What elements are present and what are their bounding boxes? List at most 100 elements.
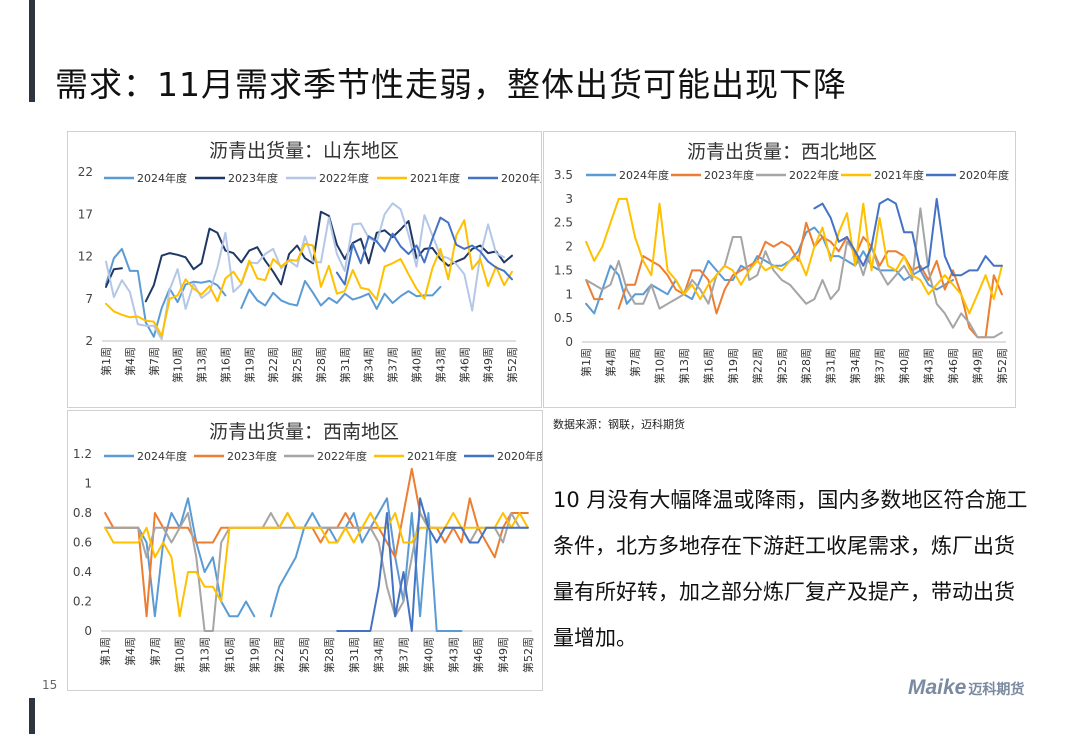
- chart-title: 沥青出货量：西南地区: [209, 421, 399, 443]
- x-tick-label: 第25周: [775, 348, 789, 384]
- x-tick-label: 第16周: [701, 348, 715, 384]
- x-tick-label: 第28周: [314, 347, 328, 383]
- x-tick-label: 第37周: [386, 347, 400, 383]
- x-tick-label: 第25周: [290, 347, 304, 383]
- x-tick-label: 第7周: [147, 347, 161, 376]
- logo-mark: Maike: [908, 676, 967, 699]
- x-tick-label: 第40周: [897, 348, 911, 384]
- x-tick-label: 第31周: [347, 637, 361, 673]
- series-line-2024年度: [105, 247, 442, 338]
- legend-label: 2020年度: [959, 168, 1009, 182]
- legend-label: 2022年度: [317, 449, 367, 463]
- chart-shandong: 沥青出货量：山东地区27121722第1周 第4周 第7周 第10周 第13周 第16周第…: [78, 140, 541, 383]
- x-tick-label: 第46周: [471, 637, 485, 673]
- legend-label: 2023年度: [228, 171, 278, 185]
- x-tick-label: 第34周: [848, 348, 862, 384]
- x-tick-label: 第40周: [409, 347, 423, 383]
- legend-label: 2023年度: [704, 168, 754, 182]
- chart-northwest: 沥青出货量：西北地区00.511.522.533.5第1周 第4周 第7周 第10周第…: [554, 141, 1009, 384]
- x-tick-label: 第52周: [505, 347, 519, 383]
- y-tick-label: 2.5: [554, 216, 573, 230]
- series-line-2020年度: [335, 216, 513, 286]
- x-tick-label: 第46周: [946, 348, 960, 384]
- x-tick-label: 第49周: [481, 347, 495, 383]
- x-tick-label: 第34周: [372, 637, 386, 673]
- series-line-2020年度: [336, 497, 529, 632]
- y-tick-label: 7: [85, 292, 93, 306]
- body-text: 10 月没有大幅降温或降雨，国内多数地区符合施工条件，北方多地存在下游赶工收尾需…: [553, 488, 1028, 650]
- x-tick-label: 第7周: [628, 348, 642, 377]
- x-tick-label: 第43周: [446, 637, 460, 673]
- y-tick-label: 1.2: [73, 447, 92, 461]
- y-tick-label: 2: [85, 334, 93, 348]
- x-tick-label: 第52周: [521, 637, 535, 673]
- series-line-2020年度: [813, 197, 1003, 277]
- chart-panel-northwest: 沥青出货量：西北地区 0 0.5 1 1.5 2 2.5 3 3.5 第1周 第4周 第7周 第10周第…: [543, 131, 1016, 408]
- x-tick-label: 第49周: [496, 637, 510, 673]
- x-tick-label: 第4周: [123, 637, 137, 666]
- x-tick-label: 第13周: [198, 637, 212, 673]
- x-tick-label: 第49周: [970, 348, 984, 384]
- logo-company-name: 迈科期货: [968, 682, 1025, 698]
- x-tick-label: 第28周: [799, 348, 813, 384]
- legend-label: 2022年度: [789, 168, 839, 182]
- x-tick-label: 第16周: [218, 347, 232, 383]
- series-line-2021年度: [104, 512, 529, 618]
- x-tick-label: 第37周: [873, 348, 887, 384]
- company-logo: Maike 迈科期货: [908, 676, 1024, 700]
- y-tick-label: 0.4: [73, 565, 92, 579]
- x-tick-label: 第4周: [604, 348, 618, 377]
- x-tick-label: 第1周: [98, 637, 112, 666]
- y-tick-label: 1: [565, 287, 573, 301]
- series-line-2021年度: [105, 219, 513, 337]
- x-tick-label: 第19周: [247, 637, 261, 673]
- x-tick-label: 第52周: [995, 348, 1009, 384]
- y-tick-label: 3: [565, 192, 573, 206]
- title-accent-bar: [29, 0, 35, 102]
- legend-label: 2022年度: [319, 171, 369, 185]
- legend-label: 2021年度: [407, 449, 457, 463]
- series-line-2021年度: [585, 197, 1003, 315]
- x-tick-label: 第34周: [362, 347, 376, 383]
- x-tick-label: 第1周: [579, 348, 593, 377]
- x-tick-label: 第28周: [322, 637, 336, 673]
- x-tick-label: 第31周: [338, 347, 352, 383]
- legend-label: 2021年度: [410, 171, 460, 185]
- x-tick-label: 第22周: [272, 637, 286, 673]
- x-tick-label: 第7周: [148, 637, 162, 666]
- y-tick-label: 0: [565, 335, 573, 349]
- x-tick-label: 第31周: [824, 348, 838, 384]
- x-tick-label: 第19周: [242, 347, 256, 383]
- x-tick-label: 第22周: [750, 348, 764, 384]
- data-source: 数据来源：钢联，迈科期货: [553, 418, 685, 431]
- x-tick-label: 第13周: [677, 348, 691, 384]
- footer-accent-bar: [29, 698, 35, 734]
- legend-label: 2024年度: [137, 449, 187, 463]
- chart-title: 沥青出货量：山东地区: [209, 140, 399, 162]
- y-tick-label: 0.6: [73, 536, 92, 550]
- y-tick-label: 17: [78, 207, 93, 221]
- series-line-2024年度: [585, 226, 954, 315]
- series-line-2022年度: [585, 207, 1003, 339]
- y-tick-label: 0: [84, 624, 92, 638]
- y-tick-label: 12: [78, 250, 93, 264]
- x-tick-label: 第16周: [222, 637, 236, 673]
- y-tick-label: 22: [78, 165, 93, 179]
- chart-southwest: 沥青出货量：西南地区 0 0.2 0.4 0.6 0.8 1 1.2 第1周 第4周 第7周 第10周…: [73, 421, 542, 673]
- series-line-2022年度: [105, 202, 506, 341]
- series-line-2023年度: [104, 467, 529, 618]
- legend-label: 2024年度: [137, 171, 187, 185]
- y-tick-label: 1: [84, 477, 92, 491]
- x-tick-label: 第43周: [433, 347, 447, 383]
- x-tick-label: 第37周: [397, 637, 411, 673]
- chart-title: 沥青出货量：西北地区: [687, 141, 877, 163]
- legend-label: 2023年度: [227, 449, 277, 463]
- slide-title: 需求：11月需求季节性走弱，整体出货可能出现下降: [55, 65, 847, 104]
- page-number: 15: [42, 678, 58, 692]
- x-tick-label: 第25周: [297, 637, 311, 673]
- legend-label: 2024年度: [619, 168, 669, 182]
- x-tick-label: 第1周: [99, 347, 113, 376]
- x-tick-label: 第46周: [457, 347, 471, 383]
- legend-label: 2020年度: [501, 171, 541, 185]
- y-tick-label: 0.2: [73, 595, 92, 609]
